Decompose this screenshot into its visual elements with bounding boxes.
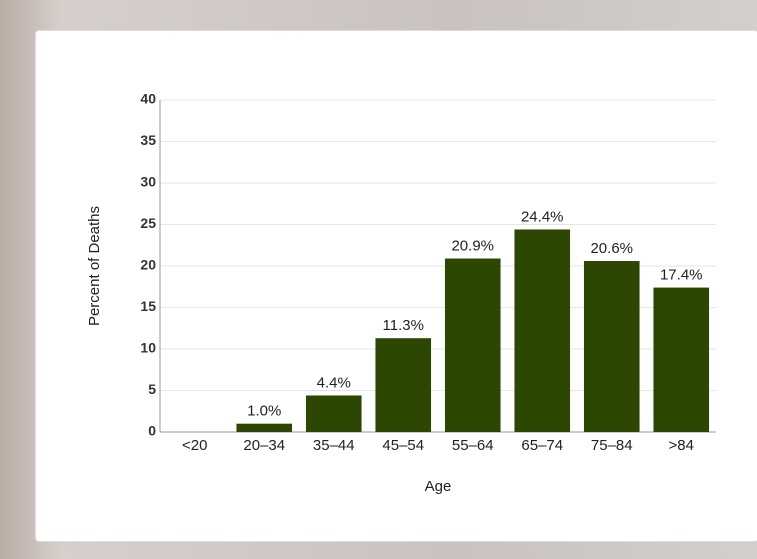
x-tick-label: 65–74 [521,437,563,454]
y-tick-label: 40 [140,91,156,107]
bar [514,229,571,432]
value-label: 11.3% [383,317,424,334]
x-tick-label: 45–54 [382,437,424,454]
value-label: 24.4% [521,208,564,225]
value-label: 4.4% [317,374,351,391]
bar [583,261,640,432]
value-label: 20.6% [590,240,633,257]
y-tick-label: 25 [140,215,156,231]
y-tick-label: 15 [140,298,156,314]
bar [375,338,432,432]
x-tick-label: >84 [669,437,694,454]
x-tick-label: 55–64 [452,437,494,454]
y-tick-label: 10 [140,340,156,356]
y-tick-label: 30 [140,174,156,190]
x-tick-label: 75–84 [591,437,633,454]
x-tick-label: 20–34 [243,437,285,454]
x-tick-label: 35–44 [313,437,355,454]
bar [236,423,293,432]
value-label: 20.9% [451,237,494,254]
x-tick-label: <20 [182,437,207,454]
y-tick-label: 5 [148,381,156,397]
y-tick-label: 20 [140,257,156,273]
bar [653,287,710,432]
value-label: 17.4% [660,267,703,284]
y-tick-label: 35 [140,132,156,148]
bar [444,258,501,432]
value-label: 1.0% [247,403,281,420]
y-tick-label: 0 [148,423,156,439]
y-axis-label: Percent of Deaths [86,206,103,326]
x-axis-label: Age [425,478,452,495]
bar [305,395,362,432]
